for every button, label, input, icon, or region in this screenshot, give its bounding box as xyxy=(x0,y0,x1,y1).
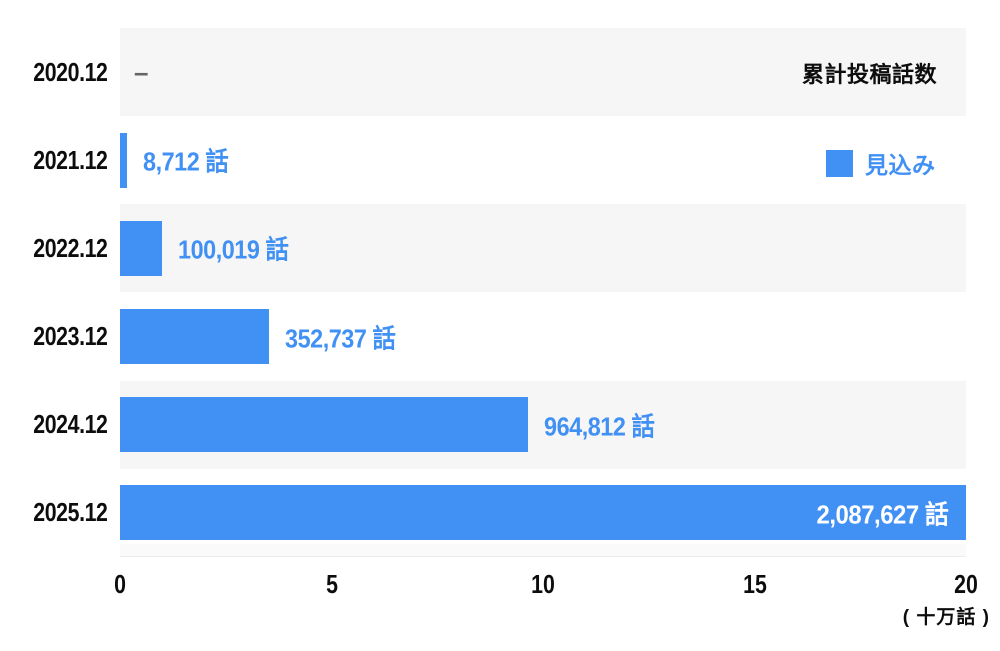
x-tick-label: 0 xyxy=(114,569,126,599)
row-band xyxy=(120,28,966,117)
legend-swatch-icon xyxy=(826,149,853,177)
category-axis: 2020.12 2021.12 2022.12 2023.12 2024.12 2025.… xyxy=(0,28,108,557)
year-label: 2021.12 xyxy=(32,144,108,175)
bar-row: 8,712 話 xyxy=(120,116,966,204)
bar: 2,087,627 話 xyxy=(120,485,966,541)
x-tick-label: 15 xyxy=(742,569,767,599)
bar-value-label: 964,812 話 xyxy=(544,411,655,442)
x-tick-label: 5 xyxy=(325,569,338,599)
legend-label: 見込み xyxy=(865,152,936,178)
bar xyxy=(120,132,127,188)
year-label: 2022.12 xyxy=(32,232,108,263)
bar-value-label: 2,087,627 話 xyxy=(816,499,948,530)
year-label: 2025.12 xyxy=(32,497,108,528)
bar xyxy=(120,309,270,365)
year-label: 2023.12 xyxy=(32,321,108,352)
row-band xyxy=(120,204,966,293)
x-tick-label: 20 xyxy=(954,569,978,599)
bar-row: 100,019 話 xyxy=(120,204,966,292)
axis-baseline-strip xyxy=(120,544,966,557)
x-axis: 0 5 10 15 20 xyxy=(114,569,978,599)
no-data-dash: – xyxy=(134,57,149,88)
chart-title: 累計投稿話数 xyxy=(801,62,937,87)
bar-value-label: 8,712 話 xyxy=(143,146,229,177)
bar-row: 964,812 話 xyxy=(120,381,966,469)
bar-value-label: 352,737 話 xyxy=(285,323,396,354)
bar xyxy=(120,220,163,276)
x-axis-unit-label: ( 十万話 ) xyxy=(902,607,990,628)
bar-row: 352,737 話 xyxy=(120,293,966,381)
year-label: 2020.12 xyxy=(32,56,108,87)
bar xyxy=(120,397,529,453)
bar-value-label: 100,019 話 xyxy=(178,234,289,265)
year-label: 2024.12 xyxy=(32,409,108,440)
x-tick-label: 10 xyxy=(531,569,555,599)
legend: 見込み xyxy=(826,146,936,180)
bar-row: – xyxy=(120,28,966,116)
bar-row: 2,087,627 話 xyxy=(120,469,966,557)
plot-area: – 8,712 話 100,019 話 352,737 話 964,812 話 2,087… xyxy=(120,28,966,557)
